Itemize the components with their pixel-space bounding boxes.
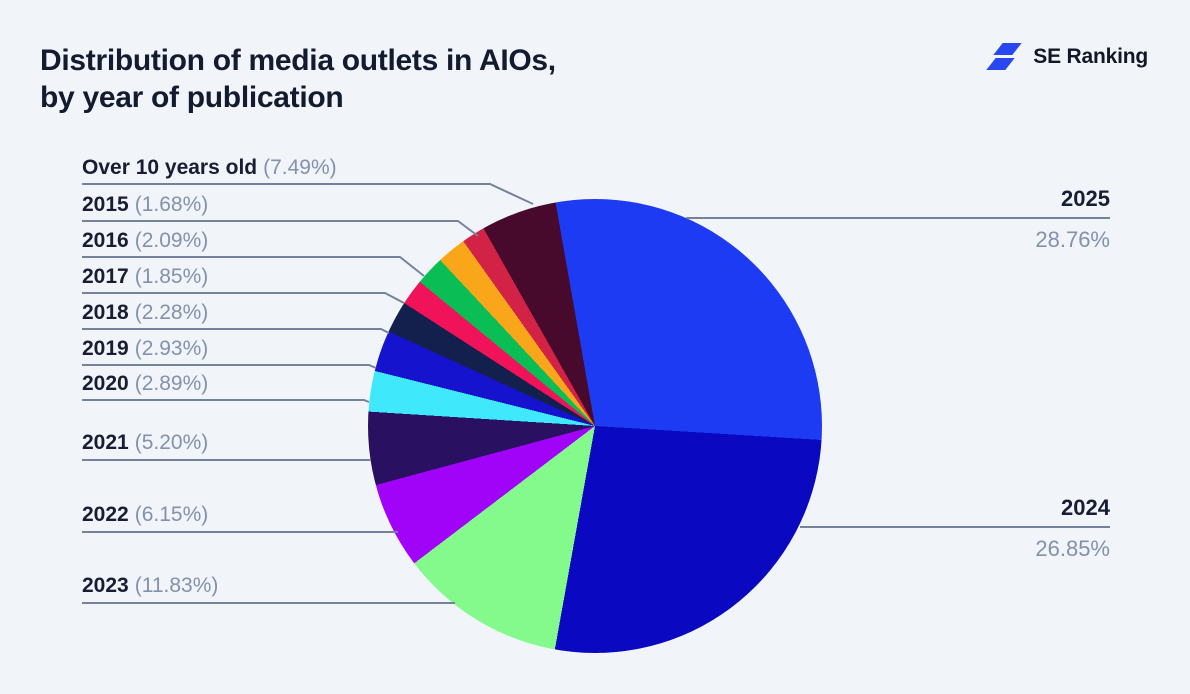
slice-label-year: 2022 — [82, 503, 129, 526]
slice-label-2022: 2022 (6.15%) — [82, 503, 208, 527]
slice-label-year: Over 10 years old — [82, 156, 258, 179]
slice-label-year: 2018 — [82, 301, 129, 324]
slice-label-year: 2017 — [82, 265, 129, 288]
slice-label-year: 2016 — [82, 229, 129, 252]
slice-label-year: 2021 — [82, 431, 129, 454]
slice-label-2017: 2017 (1.85%) — [82, 265, 208, 289]
slice-label-2025-percent: 28.76% — [1035, 227, 1110, 252]
slice-label-percent: (1.68%) — [134, 193, 209, 216]
slice-label-percent: (2.09%) — [134, 229, 209, 252]
slice-label-2025-year: 2025 — [1061, 186, 1110, 211]
slice-label-2023: 2023 (11.83%) — [82, 574, 218, 598]
slice-label-2019: 2019 (2.93%) — [82, 337, 208, 361]
title-line-2: by year of publication — [40, 81, 344, 114]
slice-label-percent: (5.20%) — [134, 431, 209, 454]
slice-label-percent: (11.83%) — [134, 574, 219, 597]
slice-label-percent: (2.89%) — [134, 372, 209, 395]
slice-label-year: 2023 — [82, 574, 129, 597]
slice-label-2024-year: 2024 — [1061, 495, 1110, 520]
title-line-1: Distribution of media outlets in AIOs, — [40, 44, 556, 77]
slice-label-percent: (6.15%) — [134, 503, 209, 526]
pie-chart — [368, 199, 822, 653]
connector-2018 — [82, 328, 390, 334]
slice-label-2015: 2015 (1.68%) — [82, 193, 208, 217]
slice-label-2024-percent: 26.85% — [1035, 536, 1110, 561]
connector-2019 — [82, 364, 377, 369]
slice-label-year: 2015 — [82, 193, 129, 216]
slice-label-over-10-years: Over 10 years old (7.49%) — [82, 156, 337, 180]
brand-logo: SE Ranking — [986, 42, 1148, 72]
slice-label-2018: 2018 (2.28%) — [82, 301, 208, 325]
slice-label-percent: (1.85%) — [134, 265, 209, 288]
slice-label-percent: (2.28%) — [134, 301, 209, 324]
slice-label-percent: (7.49%) — [263, 156, 337, 179]
lightning-bolt-icon — [986, 42, 1022, 72]
page-title: Distribution of media outlets in AIOs, b… — [40, 42, 556, 116]
slice-label-year: 2020 — [82, 372, 129, 395]
slice-label-percent: (2.93%) — [134, 337, 209, 360]
slice-label-year: 2019 — [82, 337, 129, 360]
slice-label-2020: 2020 (2.89%) — [82, 372, 208, 396]
brand-name: SE Ranking — [1033, 45, 1148, 68]
connector-2020 — [82, 399, 370, 403]
slice-label-2021: 2021 (5.20%) — [82, 431, 208, 455]
slice-label-2016: 2016 (2.09%) — [82, 229, 208, 253]
